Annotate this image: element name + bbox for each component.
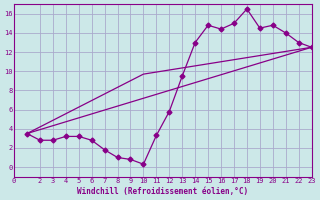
X-axis label: Windchill (Refroidissement éolien,°C): Windchill (Refroidissement éolien,°C) <box>77 187 248 196</box>
